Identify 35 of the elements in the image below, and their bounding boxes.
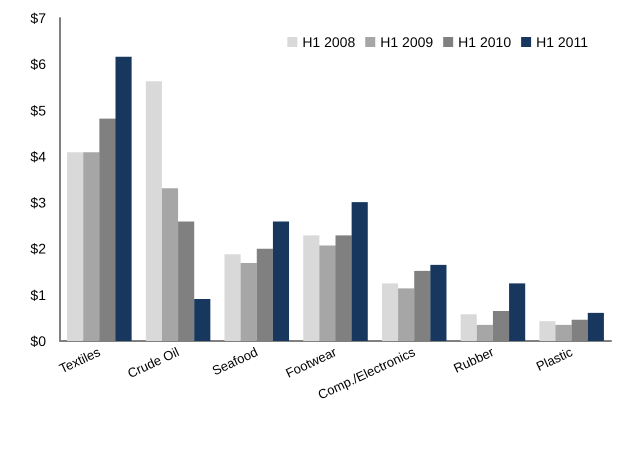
y-tick-label: $2	[30, 240, 46, 257]
y-tick-label: $7	[30, 10, 46, 26]
bar	[319, 245, 336, 341]
bar	[460, 314, 477, 341]
bar	[83, 152, 100, 341]
y-tick-label: $0	[30, 333, 46, 349]
bar	[398, 288, 414, 341]
x-tick-label: Plastic	[534, 344, 576, 374]
bar	[352, 202, 368, 341]
bar	[194, 299, 210, 341]
bar	[240, 263, 257, 341]
bar	[67, 152, 84, 341]
legend-label: H1 2009	[380, 34, 434, 50]
bar	[556, 324, 572, 341]
bar	[382, 283, 398, 341]
bar	[588, 312, 604, 341]
bar	[162, 188, 178, 341]
bar	[430, 264, 446, 341]
bar	[146, 81, 162, 341]
legend-label: H1 2008	[302, 34, 356, 50]
y-tick-label: $3	[30, 194, 46, 211]
legend-label: H1 2011	[536, 34, 588, 50]
y-tick-label: $5	[30, 102, 46, 118]
y-tick-label: $1	[30, 286, 46, 303]
bar	[509, 283, 526, 341]
bar	[224, 254, 241, 341]
bar	[476, 324, 493, 341]
bar	[115, 56, 132, 341]
bar	[272, 221, 290, 341]
bar	[539, 321, 556, 341]
y-tick-label: $4	[30, 148, 46, 164]
bar	[303, 235, 320, 341]
legend-label: H1 2010	[458, 34, 512, 50]
x-tick-label: Crude Oil	[125, 344, 182, 381]
y-tick-label: $6	[30, 56, 46, 72]
